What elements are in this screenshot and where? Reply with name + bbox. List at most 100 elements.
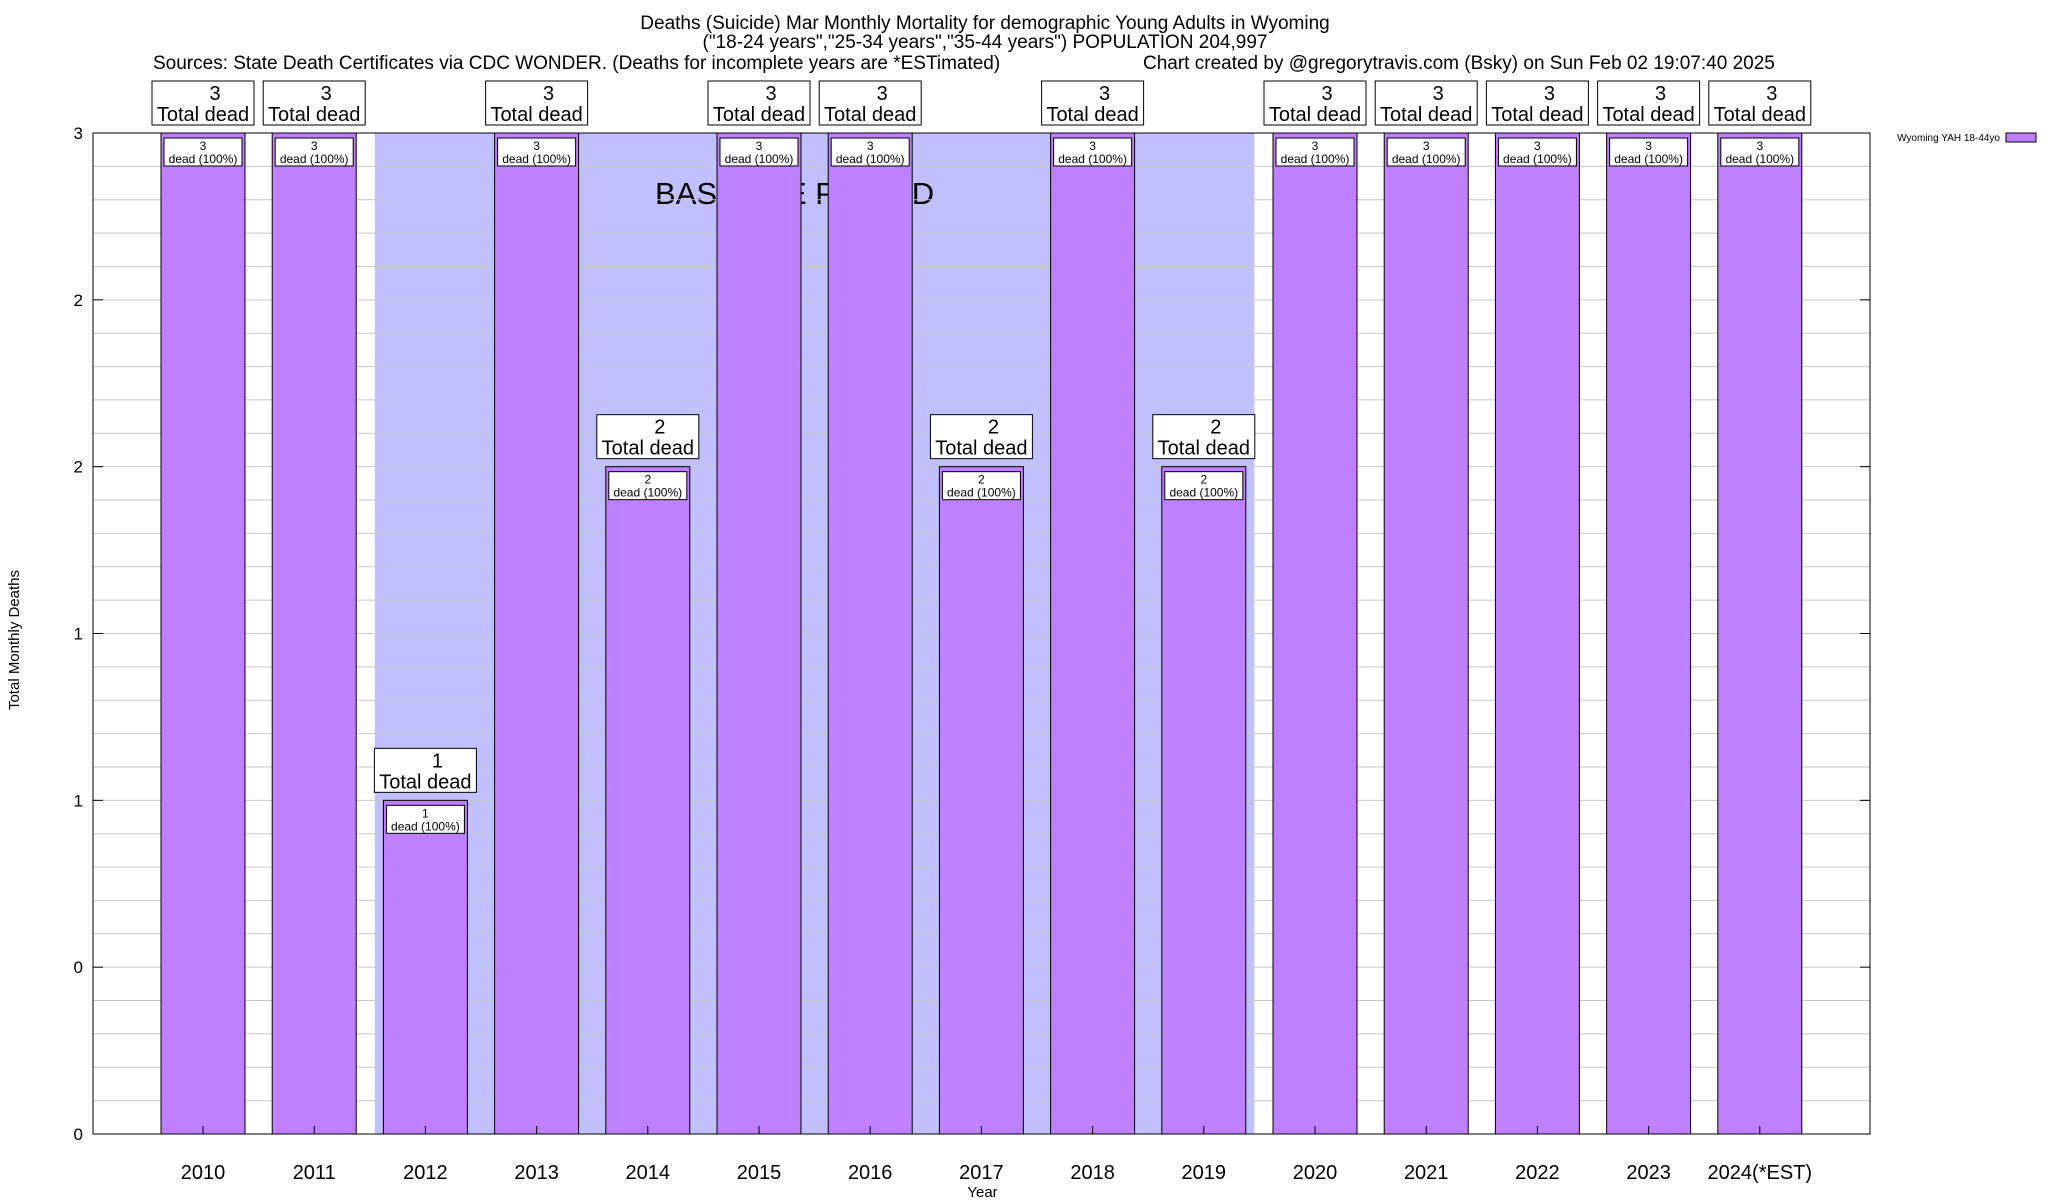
bar	[1161, 466, 1247, 1135]
total-label-text: Total dead	[1602, 104, 1694, 126]
bar-label-text: dead (100%)	[1058, 152, 1127, 166]
total-label-value: 3	[1321, 83, 1332, 105]
bar	[160, 132, 246, 1135]
bar-label-box	[1720, 137, 1800, 167]
total-label-value: 3	[209, 83, 220, 105]
bar-label-box	[497, 137, 577, 167]
bar	[716, 132, 802, 1135]
bar	[271, 132, 357, 1135]
bar-label-value: 3	[200, 139, 207, 153]
legend-label: Wyoming YAH 18-44yo	[1897, 133, 2000, 144]
total-label-text: Total dead	[824, 104, 916, 126]
x-tick-label: 2020	[1293, 1162, 1338, 1184]
total-label-box	[707, 80, 811, 126]
x-tick-label: 2012	[403, 1162, 448, 1184]
total-label-text: Total dead	[490, 104, 582, 126]
total-label-box	[1041, 80, 1145, 126]
total-label-box	[1374, 80, 1478, 126]
total-label-box	[373, 747, 477, 793]
y-tick-label: 1	[74, 791, 83, 810]
total-label-text: Total dead	[379, 771, 471, 793]
total-label-text: Total dead	[935, 438, 1027, 460]
y-tick-label: 0	[74, 1125, 83, 1144]
y-tick-label: 2	[74, 458, 83, 477]
bar-label-value: 1	[422, 806, 429, 820]
plot-frame	[92, 132, 1871, 1135]
x-tick-label: 2022	[1515, 1162, 1560, 1184]
bar-label-box	[941, 471, 1021, 501]
bar-label-box	[608, 471, 688, 501]
total-label-box	[596, 414, 700, 460]
total-label-box	[151, 80, 255, 126]
x-tick-label: 2024(*EST)	[1708, 1162, 1813, 1184]
chart-subtitle: ("18-24 years","25-34 years","35-44 year…	[702, 32, 1268, 53]
total-label-text: Total dead	[1269, 104, 1361, 126]
bar	[382, 799, 468, 1135]
bar	[494, 132, 580, 1135]
bar-label-value: 3	[867, 139, 874, 153]
total-label-value: 3	[1099, 83, 1110, 105]
x-tick-label: 2013	[514, 1162, 559, 1184]
y-axis-label: Total Monthly Deaths	[6, 569, 23, 711]
bar-label-box	[274, 137, 354, 167]
bar	[1606, 132, 1692, 1135]
bar-label-text: dead (100%)	[947, 486, 1016, 500]
bar-label-value: 3	[311, 139, 318, 153]
bar-label-box	[385, 804, 465, 834]
x-tick-label: 2011	[293, 1162, 336, 1184]
total-label-text: Total dead	[1380, 104, 1472, 126]
bar-label-text: dead (100%)	[1503, 152, 1572, 166]
total-label-value: 1	[432, 750, 443, 772]
bar-label-box	[830, 137, 910, 167]
total-label-value: 3	[1655, 83, 1666, 105]
total-label-text: Total dead	[157, 104, 249, 126]
bar	[1717, 132, 1803, 1135]
bar-label-value: 3	[1534, 139, 1541, 153]
x-axis-label: Year	[967, 1184, 998, 1201]
total-label-value: 3	[1433, 83, 1444, 105]
total-label-value: 3	[1544, 83, 1555, 105]
chart-credit: Chart created by @gregorytravis.com (Bsk…	[1143, 53, 1775, 74]
chart-sources: Sources: State Death Certificates via CD…	[153, 53, 1001, 74]
y-tick-label: 3	[74, 124, 83, 143]
bar-label-box	[1164, 471, 1244, 501]
total-label-value: 3	[543, 83, 554, 105]
x-tick-label: 2018	[1070, 1162, 1115, 1184]
x-tick-label: 2010	[181, 1162, 226, 1184]
bar-label-value: 3	[533, 139, 540, 153]
x-tick-label: 2014	[626, 1162, 671, 1184]
total-label-box	[1263, 80, 1367, 126]
bar	[1050, 132, 1136, 1135]
bar-label-value: 2	[1200, 473, 1207, 487]
total-label-text: Total dead	[1714, 104, 1806, 126]
chart-title: Deaths (Suicide) Mar Monthly Mortality f…	[640, 13, 1330, 34]
x-tick-label: 2016	[848, 1162, 893, 1184]
y-tick-label: 1	[74, 625, 83, 644]
bar-label-text: dead (100%)	[1725, 152, 1794, 166]
x-tick-label: 2017	[959, 1162, 1004, 1184]
bar-label-value: 3	[1423, 139, 1430, 153]
total-label-value: 2	[1210, 417, 1221, 439]
bar-label-box	[1053, 137, 1133, 167]
bar-label-box	[719, 137, 799, 167]
bar-label-text: dead (100%)	[1169, 486, 1238, 500]
y-tick-label: 2	[74, 291, 83, 310]
total-label-box	[1485, 80, 1589, 126]
bar-label-text: dead (100%)	[836, 152, 905, 166]
total-label-value: 3	[877, 83, 888, 105]
bar	[938, 466, 1024, 1135]
total-label-text: Total dead	[1046, 104, 1138, 126]
bar-label-text: dead (100%)	[725, 152, 794, 166]
x-tick-label: 2015	[737, 1162, 782, 1184]
total-label-box	[929, 414, 1033, 460]
bar-label-value: 2	[644, 473, 651, 487]
legend-swatch	[2005, 132, 2037, 143]
x-tick-label: 2023	[1626, 1162, 1671, 1184]
x-tick-label: 2021	[1404, 1162, 1449, 1184]
total-label-value: 3	[1766, 83, 1777, 105]
bar-label-box	[1275, 137, 1355, 167]
total-label-text: Total dead	[1491, 104, 1583, 126]
total-label-box	[1708, 80, 1812, 126]
bar-label-text: dead (100%)	[280, 152, 349, 166]
